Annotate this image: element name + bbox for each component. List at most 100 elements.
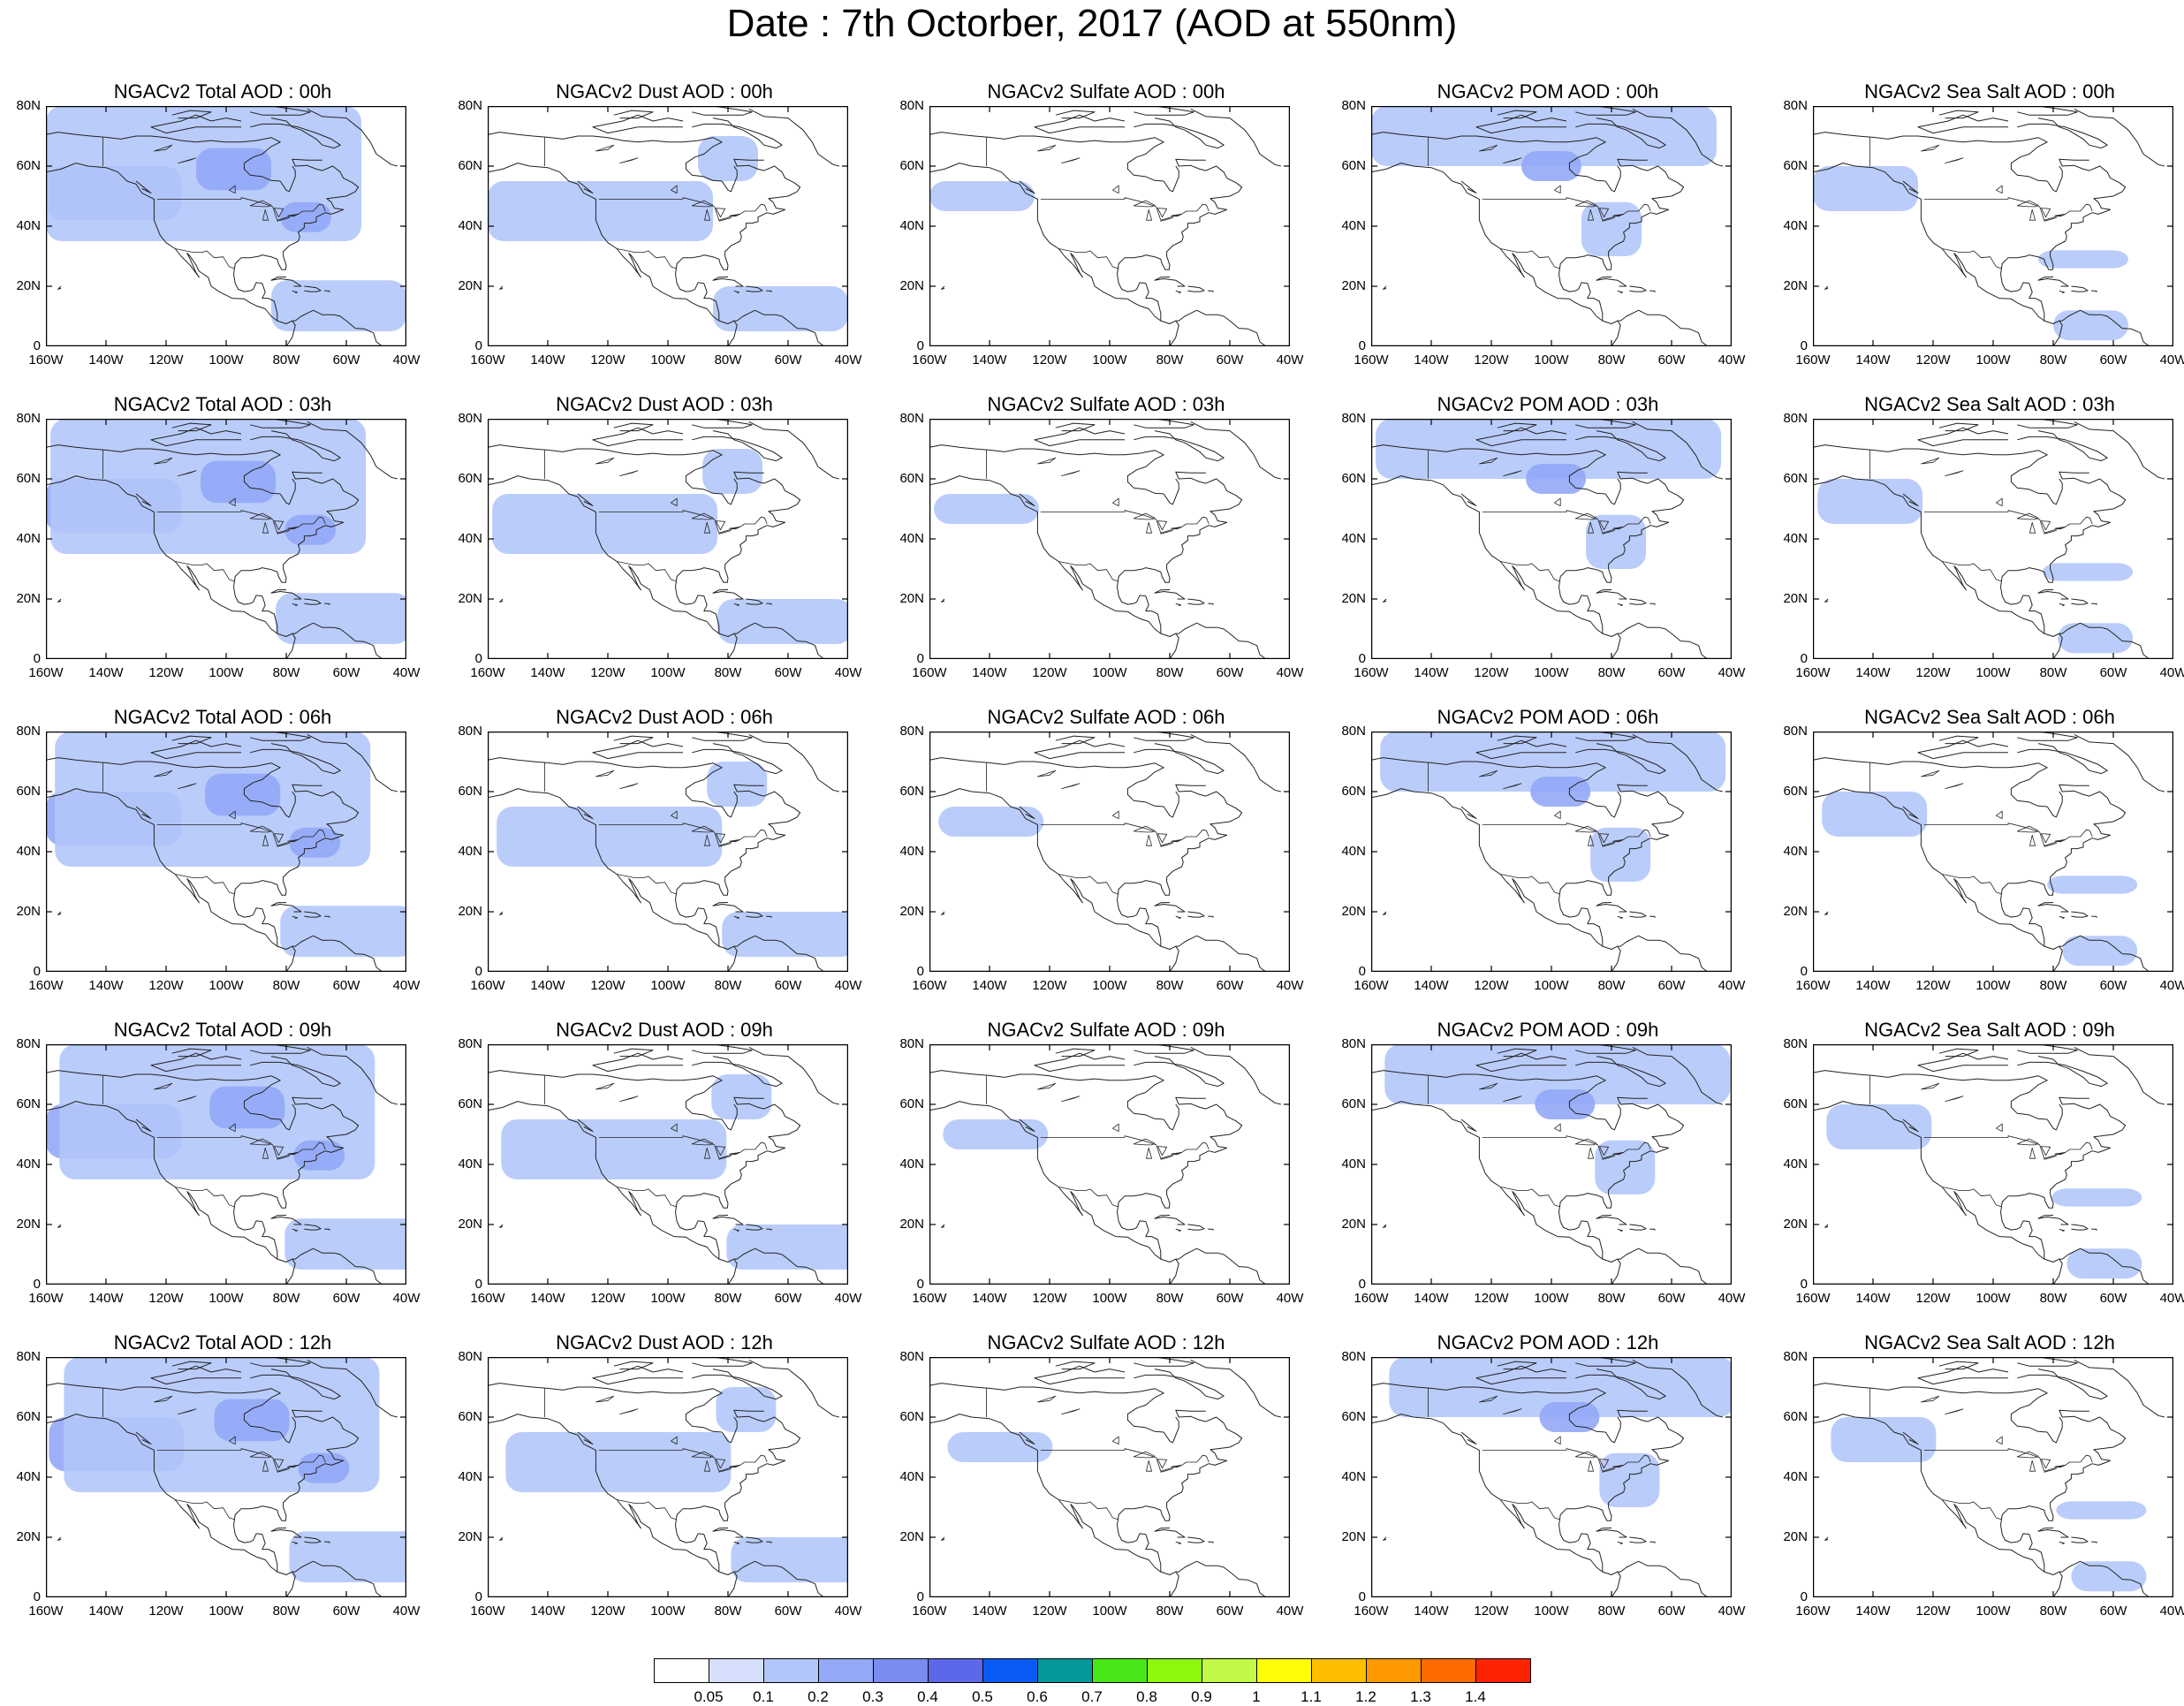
aod-plume — [713, 286, 848, 331]
coastline — [499, 598, 504, 603]
x-tick-label: 80W — [714, 353, 742, 368]
y-tick-label: 20N — [16, 1529, 41, 1544]
coastline — [2080, 1560, 2150, 1597]
coastline — [1649, 1228, 1656, 1231]
coastline — [1117, 1096, 1243, 1231]
coastline — [1497, 735, 1537, 745]
coastline — [1117, 784, 1243, 918]
colorbar-label: 0.1 — [753, 1688, 774, 1705]
x-tick-label: 120W — [590, 1291, 626, 1306]
coastline — [703, 1534, 720, 1573]
coastline — [46, 788, 296, 972]
lake-outline — [154, 1395, 173, 1403]
colorbar-label: 0.4 — [917, 1688, 938, 1705]
map-plot — [1371, 1044, 1732, 1285]
map-plot — [1371, 1357, 1732, 1597]
lake-outline — [2044, 843, 2057, 847]
coastline — [1902, 806, 1919, 820]
x-tick-label: 120W — [590, 1604, 626, 1619]
coastline — [941, 285, 945, 290]
coastline — [2017, 118, 2108, 149]
lake-outline — [287, 214, 300, 217]
colorbar-swatch — [763, 1658, 819, 1683]
x-tick-label: 140W — [88, 1604, 124, 1619]
coastline — [1034, 1365, 1126, 1385]
lake-outline — [228, 497, 236, 506]
x-tick-label: 160W — [28, 1291, 64, 1306]
coastline — [748, 1359, 839, 1418]
x-tick-label: 120W — [1915, 1604, 1951, 1619]
y-tick-label: 0 — [916, 651, 924, 666]
coastline — [692, 419, 753, 428]
coastline — [1917, 739, 2009, 760]
panel-title: NGACv2 Total AOD : 09h — [113, 1019, 332, 1041]
coastline — [1638, 622, 1709, 659]
coastline — [941, 911, 945, 915]
coastline — [2037, 1215, 2069, 1225]
coastline — [150, 1052, 242, 1073]
coastline — [1163, 165, 1179, 193]
coastline — [1475, 114, 1567, 134]
coastline — [1638, 309, 1709, 346]
coastline — [1917, 427, 2009, 447]
lake-outline — [2016, 1138, 2039, 1146]
x-tick-label: 160W — [1354, 665, 1389, 680]
lake-outline — [273, 1459, 284, 1469]
panel-title: NGACv2 Sea Salt AOD : 00h — [1864, 80, 2115, 102]
x-tick-label: 80W — [272, 665, 300, 680]
x-tick-label: 80W — [2039, 1291, 2067, 1306]
coastline — [1175, 1560, 1197, 1573]
coastline — [2000, 158, 2127, 292]
coastline — [1824, 1224, 1829, 1228]
coastline — [1134, 743, 1225, 775]
coastline — [488, 1070, 723, 1120]
coastline — [250, 1056, 341, 1088]
x-tick-label: 140W — [972, 978, 1007, 993]
coastline — [1460, 1431, 1477, 1445]
x-tick-label: 60W — [1657, 1291, 1686, 1306]
coastline — [692, 743, 783, 775]
country-border — [1058, 561, 1119, 582]
panel-title: NGACv2 POM AOD : 03h — [1437, 393, 1659, 415]
y-tick-label: 80N — [1783, 411, 1808, 426]
coastline — [733, 1247, 755, 1260]
x-tick-label: 120W — [148, 1604, 184, 1619]
coastline — [2074, 1046, 2165, 1105]
x-tick-label: 40W — [392, 353, 421, 368]
x-tick-label: 140W — [1855, 353, 1891, 368]
coastline — [1596, 589, 1627, 600]
coastline — [592, 739, 684, 760]
x-tick-label: 80W — [1156, 1604, 1184, 1619]
coastline — [1371, 132, 1606, 182]
x-tick-label: 100W — [1092, 1604, 1127, 1619]
coastline — [2071, 1224, 2089, 1231]
map-plot — [1371, 419, 1732, 659]
coastline — [1175, 1228, 1182, 1232]
y-tick-label: 40N — [899, 844, 924, 859]
panel-title: NGACv2 Sulfate AOD : 00h — [987, 80, 1225, 102]
map-plot — [46, 419, 406, 659]
y-tick-label: 0 — [474, 338, 482, 353]
coastline — [1187, 598, 1205, 605]
x-tick-label: 80W — [1597, 665, 1626, 680]
lake-outline — [691, 1138, 714, 1146]
panel-title: NGACv2 Sulfate AOD : 06h — [987, 706, 1225, 728]
coastline — [1134, 106, 1194, 116]
y-tick-label: 80N — [899, 98, 924, 113]
x-tick-label: 40W — [834, 1291, 862, 1306]
coastline — [292, 622, 314, 634]
y-tick-label: 20N — [1783, 591, 1808, 606]
x-tick-label: 40W — [1718, 353, 1746, 368]
y-tick-label: 0 — [1358, 964, 1366, 979]
coastline — [675, 471, 801, 605]
lake-outline — [249, 512, 272, 520]
coastline — [233, 1096, 360, 1231]
coastline — [1055, 1361, 1096, 1370]
coastline — [2074, 108, 2165, 167]
coastline — [1824, 1536, 1829, 1541]
coastline — [1145, 1534, 1162, 1573]
map-panel: NGACv2 Dust AOD : 00h 80N 60N 40N 20N 0 160W 14… — [442, 80, 861, 380]
coastline — [1629, 1536, 1647, 1543]
x-tick-label: 60W — [1657, 665, 1686, 680]
coastline — [1371, 1070, 1606, 1120]
